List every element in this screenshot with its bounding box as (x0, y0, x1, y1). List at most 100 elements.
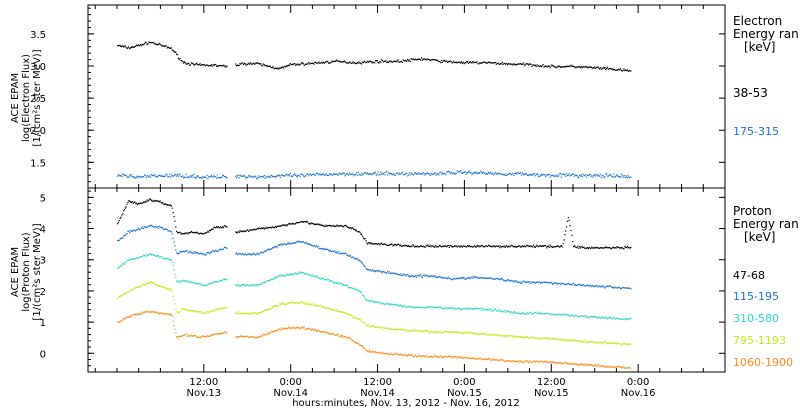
data-point (538, 65, 540, 67)
data-point (300, 241, 302, 243)
data-point (356, 258, 358, 260)
data-point (615, 175, 617, 177)
data-point (123, 263, 125, 265)
data-point (118, 239, 120, 241)
data-point (581, 176, 583, 178)
data-point (278, 328, 280, 331)
data-point (236, 313, 238, 315)
data-point (580, 284, 582, 286)
data-point (136, 257, 139, 259)
data-point (160, 201, 162, 203)
data-point (289, 223, 291, 225)
data-point (630, 317, 632, 319)
data-point (166, 174, 168, 176)
data-point (579, 315, 581, 317)
data-point (496, 62, 498, 64)
data-point (288, 64, 290, 66)
data-point (279, 225, 281, 227)
data-point (619, 288, 622, 290)
data-point (151, 225, 153, 227)
data-point (599, 247, 601, 249)
data-point (426, 306, 428, 308)
data-point (245, 284, 247, 286)
data-point (373, 270, 375, 272)
data-point (313, 173, 315, 175)
data-point (249, 63, 251, 65)
data-point (246, 283, 248, 285)
data-point (276, 175, 278, 177)
data-point (149, 175, 151, 177)
data-point (363, 348, 365, 350)
data-point (150, 198, 152, 201)
data-point (361, 344, 363, 346)
data-point (387, 327, 389, 329)
data-point (462, 245, 464, 247)
data-point (189, 335, 191, 337)
data-point (461, 246, 463, 248)
data-point (368, 351, 370, 353)
data-point (319, 304, 321, 306)
data-point (570, 175, 572, 177)
data-point (629, 70, 631, 72)
data-point (291, 175, 293, 177)
data-point (320, 278, 322, 281)
data-point (214, 281, 216, 283)
data-point (520, 174, 523, 176)
data-point (275, 330, 278, 332)
data-point (148, 282, 150, 284)
data-point (322, 331, 324, 333)
data-point (557, 283, 559, 285)
data-point (342, 226, 344, 228)
data-point (303, 303, 305, 305)
data-point (382, 243, 384, 245)
data-point (349, 337, 351, 339)
data-point (373, 351, 375, 353)
data-point (328, 308, 331, 310)
data-point (609, 317, 611, 319)
data-point (225, 65, 227, 67)
data-point (425, 330, 427, 332)
data-point (527, 337, 529, 339)
data-point (272, 176, 274, 178)
data-point (204, 254, 206, 256)
data-point (181, 232, 183, 234)
data-point (560, 245, 562, 247)
data-point (157, 43, 159, 46)
data-point (455, 172, 457, 174)
data-point (427, 58, 430, 60)
data-point (302, 272, 304, 274)
data-point (373, 325, 375, 327)
data-point (307, 327, 309, 329)
data-point (398, 329, 400, 331)
data-point (417, 306, 419, 309)
data-point (327, 249, 329, 251)
data-point (565, 313, 567, 315)
data-point (385, 272, 387, 274)
data-point (260, 283, 262, 285)
data-point (480, 277, 482, 279)
data-point (630, 368, 632, 370)
data-point (308, 63, 311, 65)
data-point (152, 41, 154, 43)
data-point (225, 176, 227, 178)
data-point (375, 270, 377, 272)
data-point (594, 175, 596, 177)
data-point (260, 336, 262, 338)
data-point (336, 224, 338, 226)
data-point (435, 246, 437, 248)
data-point (392, 272, 394, 274)
data-point (213, 175, 215, 177)
data-point (504, 280, 506, 282)
data-point (152, 311, 154, 313)
data-point (579, 315, 582, 317)
data-point (529, 173, 531, 176)
data-point (245, 312, 247, 314)
data-point (275, 305, 277, 307)
data-point (520, 281, 523, 283)
data-point (588, 246, 590, 249)
data-point (548, 339, 550, 341)
data-point (156, 200, 159, 202)
data-point (337, 281, 339, 283)
y-tick-label-p0: 2.5 (30, 94, 46, 105)
